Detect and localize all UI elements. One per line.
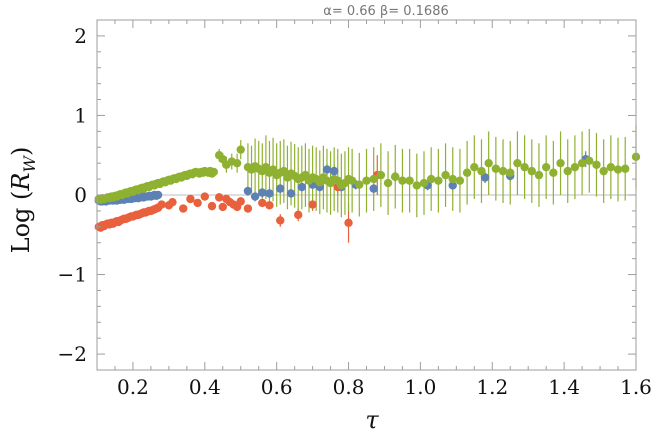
data-point: [498, 166, 508, 176]
data-point: [276, 216, 285, 225]
data-point: [243, 186, 253, 196]
y-tick-label: 1: [74, 103, 87, 127]
data-point: [513, 158, 522, 168]
data-point: [200, 192, 209, 201]
data-point: [286, 189, 296, 198]
data-point: [276, 184, 285, 193]
x-tick-label: 1.4: [548, 375, 580, 399]
y-tick-label: −1: [58, 263, 87, 287]
data-point: [484, 158, 493, 168]
data-point: [534, 170, 544, 180]
data-point: [347, 176, 357, 185]
data-point: [279, 166, 289, 176]
data-point: [621, 164, 630, 173]
data-point: [434, 176, 443, 185]
data-point: [491, 164, 501, 173]
data-point: [243, 204, 253, 213]
data-point: [362, 176, 371, 185]
x-axis-ticks: 0.2 0.4 0.6 0.8 1.0 1.2 1.4 1.6: [96, 20, 652, 399]
data-point: [613, 165, 623, 174]
data-point: [506, 168, 515, 177]
data-point: [218, 202, 227, 212]
y-axis-label: Log (RW): [7, 147, 39, 254]
data-point: [426, 174, 436, 184]
data-point: [186, 194, 195, 204]
data-point: [570, 162, 580, 172]
x-tick-label: 1.0: [404, 375, 436, 399]
data-point: [383, 178, 393, 188]
data-point: [369, 184, 378, 193]
x-tick-label: 0.4: [189, 375, 221, 399]
data-point: [541, 162, 551, 172]
data-point: [556, 158, 565, 168]
x-tick-label: 0.8: [333, 375, 365, 399]
data-point: [250, 192, 260, 201]
data-point: [448, 174, 457, 184]
data-point: [265, 201, 274, 210]
data-point: [480, 173, 490, 182]
y-axis-ticks: 2 1 0 −1 −2: [58, 19, 636, 371]
data-point: [577, 158, 587, 168]
data-point: [344, 218, 353, 228]
data-point: [179, 204, 188, 213]
data-point: [355, 180, 364, 189]
data-point: [398, 176, 407, 185]
data-point: [265, 189, 274, 198]
data-point: [592, 160, 601, 169]
x-axis-label: τ: [365, 406, 379, 434]
data-point: [599, 166, 608, 176]
x-tick-label: 0.6: [261, 375, 293, 399]
chart-title: α= 0.66 β= 0.1686: [323, 4, 448, 19]
data-point: [329, 166, 339, 176]
y-tick-label: 2: [74, 24, 87, 48]
data-point: [419, 178, 429, 188]
data-point: [258, 198, 267, 208]
data-point: [207, 201, 217, 211]
data-point: [391, 172, 400, 181]
data-point: [462, 168, 472, 177]
data-point: [549, 168, 558, 177]
x-tick-label: 1.6: [620, 375, 652, 399]
data-point: [405, 176, 414, 185]
y-tick-label: −2: [58, 342, 87, 366]
data-point: [308, 200, 317, 209]
data-point: [369, 174, 378, 184]
data-point: [193, 198, 202, 208]
x-tick-label: 1.2: [476, 375, 508, 399]
data-point: [236, 145, 245, 154]
data-point: [153, 190, 163, 200]
data-point: [527, 166, 536, 176]
data-point: [441, 170, 450, 180]
y-tick-label: 0: [74, 183, 87, 207]
data-point: [297, 182, 307, 192]
data-point: [563, 166, 572, 176]
x-tick-label: 0.2: [117, 375, 149, 399]
data-point: [214, 193, 224, 202]
data-point: [477, 166, 486, 176]
data-point: [585, 156, 594, 165]
data-point: [376, 170, 386, 180]
data-point: [470, 162, 479, 172]
points-layer: [94, 145, 641, 232]
data-point: [520, 162, 529, 172]
y-axis-label-text: Log (RW): [7, 147, 39, 254]
data-point: [209, 167, 218, 177]
data-point: [606, 162, 616, 172]
data-point: [232, 158, 242, 168]
data-point: [258, 188, 267, 197]
data-point: [448, 181, 457, 190]
data-point: [322, 165, 332, 174]
data-point: [412, 181, 422, 190]
data-point: [168, 197, 177, 207]
data-point: [294, 210, 303, 220]
data-point: [236, 197, 245, 206]
data-point: [157, 200, 166, 209]
data-point: [455, 176, 465, 185]
